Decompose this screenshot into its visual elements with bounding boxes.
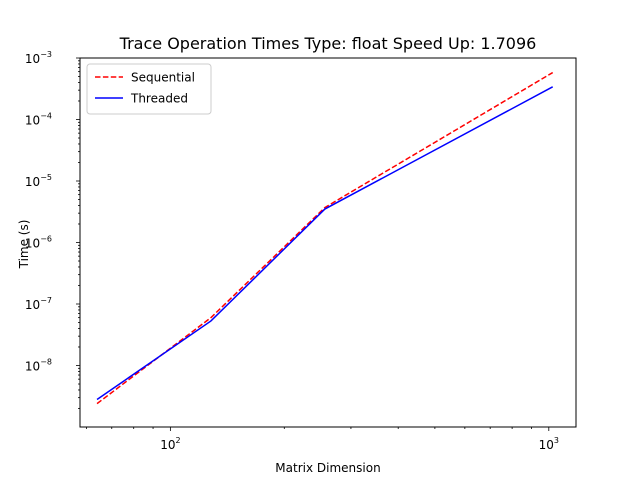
y-axis-ticks: 10−8 10−7 10−6 10−5 10−4 10−3 bbox=[25, 50, 80, 409]
y-tick-label: 10−3 bbox=[25, 50, 52, 66]
series-line-threaded bbox=[96, 86, 554, 401]
x-tick-label: 103 bbox=[539, 436, 559, 452]
y-tick-label: 10−8 bbox=[25, 358, 52, 374]
y-tick-label: 10−7 bbox=[25, 296, 52, 312]
chart-title: Trace Operation Times Type: float Speed … bbox=[119, 34, 537, 53]
x-tick-label: 102 bbox=[160, 436, 180, 452]
y-axis-label: Time (s) bbox=[17, 220, 31, 270]
y-tick-label: 10−6 bbox=[25, 235, 52, 251]
y-tick-label: 10−4 bbox=[25, 112, 52, 128]
x-axis-ticks: 102 103 bbox=[86, 427, 559, 452]
series-layer bbox=[96, 71, 554, 405]
legend: Sequential Threaded bbox=[86, 63, 212, 115]
y-tick-label: 10−5 bbox=[25, 173, 52, 189]
x-axis-label: Matrix Dimension bbox=[275, 461, 380, 475]
legend-label-sequential: Sequential bbox=[131, 71, 195, 85]
legend-box bbox=[86, 63, 212, 115]
legend-label-threaded: Threaded bbox=[130, 92, 188, 106]
